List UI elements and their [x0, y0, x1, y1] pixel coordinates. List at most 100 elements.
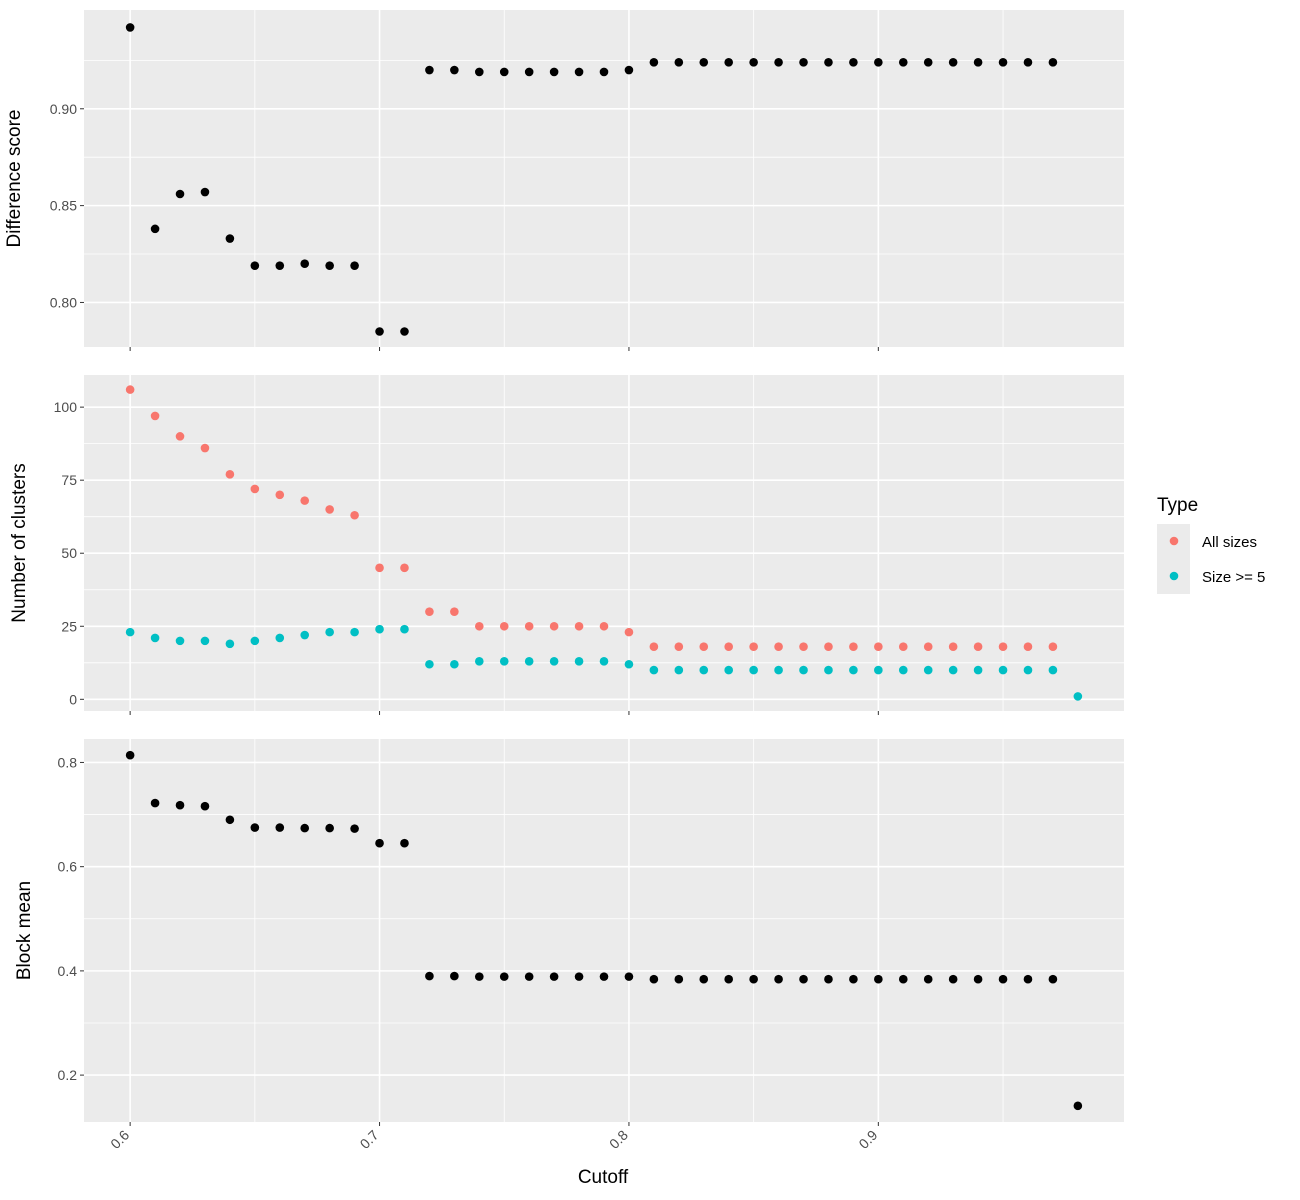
- data-point: [649, 665, 659, 675]
- data-point: [325, 505, 334, 514]
- data-point: [275, 261, 285, 270]
- data-point: [524, 972, 534, 981]
- data-point: [574, 972, 584, 981]
- data-point: [973, 665, 983, 675]
- panel-background: [84, 739, 1124, 1122]
- data-point: [874, 57, 883, 67]
- data-point: [948, 665, 958, 675]
- data-point: [150, 798, 160, 808]
- panel-background: [84, 10, 1124, 347]
- data-point: [699, 974, 709, 984]
- data-point: [200, 636, 210, 646]
- data-point: [450, 607, 459, 616]
- data-point: [250, 261, 260, 270]
- data-point: [998, 665, 1008, 675]
- legend-label-size-ge-5: Size >= 5: [1202, 569, 1265, 586]
- data-point: [350, 627, 359, 637]
- data-point: [125, 750, 135, 760]
- data-point: [150, 411, 160, 421]
- data-point: [874, 665, 883, 675]
- data-point: [624, 627, 634, 637]
- data-point: [574, 657, 584, 666]
- data-point: [749, 57, 758, 67]
- data-point: [799, 974, 808, 984]
- y-tick-label: 0.6: [58, 859, 78, 875]
- y-tick-label: 0.4: [58, 963, 78, 979]
- data-point: [599, 621, 609, 631]
- data-point: [948, 642, 958, 652]
- data-point: [474, 621, 484, 631]
- data-point: [898, 665, 908, 675]
- x-tick-label: 0.7: [357, 1127, 382, 1152]
- legend-label-all-sizes: All sizes: [1202, 534, 1257, 551]
- data-point: [674, 665, 684, 675]
- legend-key-background: [1157, 524, 1190, 594]
- data-point: [200, 443, 210, 453]
- data-point: [175, 189, 185, 199]
- legend-key-size-ge-5: [1169, 571, 1179, 581]
- data-point: [499, 67, 509, 77]
- data-point: [250, 823, 260, 832]
- y-axis-title: Block mean: [14, 881, 35, 980]
- data-point: [649, 642, 659, 652]
- data-point: [1023, 642, 1033, 652]
- data-point: [375, 563, 384, 573]
- data-point: [474, 67, 484, 77]
- data-point: [923, 642, 933, 652]
- data-point: [175, 432, 185, 441]
- data-point: [898, 642, 908, 652]
- data-point: [574, 67, 584, 77]
- data-point: [749, 665, 758, 675]
- data-point: [599, 657, 609, 666]
- y-tick-label: 0.85: [50, 198, 77, 214]
- data-point: [125, 627, 135, 637]
- data-point: [898, 974, 908, 984]
- data-point: [325, 627, 334, 637]
- data-point: [549, 657, 559, 666]
- data-point: [874, 642, 883, 652]
- data-point: [1048, 642, 1058, 652]
- data-point: [774, 665, 783, 675]
- y-tick-label: 0.2: [58, 1067, 78, 1083]
- data-point: [325, 261, 334, 270]
- data-point: [599, 67, 609, 77]
- data-point: [674, 642, 684, 652]
- data-point: [774, 642, 783, 652]
- x-tick-label: 0.6: [107, 1127, 132, 1152]
- data-point: [624, 972, 634, 981]
- data-point: [973, 57, 983, 67]
- data-point: [1073, 692, 1083, 701]
- data-point: [499, 657, 509, 666]
- data-point: [175, 636, 185, 646]
- data-point: [125, 385, 135, 394]
- series: [125, 23, 1058, 336]
- data-point: [275, 633, 285, 643]
- data-point: [400, 563, 409, 573]
- data-point: [699, 642, 709, 652]
- data-point: [300, 259, 310, 269]
- data-point: [275, 823, 285, 832]
- data-point: [574, 621, 584, 631]
- data-point: [824, 642, 833, 652]
- data-point: [150, 224, 160, 234]
- data-point: [425, 607, 434, 616]
- data-point: [874, 974, 883, 984]
- data-point: [649, 974, 659, 984]
- y-tick-label: 75: [61, 472, 77, 488]
- panel-1: 0.80 0.85 0.90 Difference score: [4, 10, 1124, 351]
- data-point: [774, 57, 783, 67]
- data-point: [624, 659, 634, 669]
- data-point: [549, 621, 559, 631]
- data-point: [1073, 1101, 1083, 1111]
- data-point: [524, 657, 534, 666]
- y-axis-title: Difference score: [4, 110, 25, 248]
- data-point: [450, 659, 459, 669]
- data-point: [599, 972, 609, 981]
- data-point: [300, 823, 310, 833]
- data-point: [898, 57, 908, 67]
- data-point: [799, 665, 808, 675]
- y-axis-title: Number of clusters: [9, 463, 30, 622]
- panel-2: 0 25 50 75 100 Number of clusters: [9, 375, 1124, 715]
- panels-layer: 0.80 0.85 0.90 Difference score 0 25 50 75 100 Nu…: [4, 10, 1124, 1152]
- data-point: [225, 234, 235, 243]
